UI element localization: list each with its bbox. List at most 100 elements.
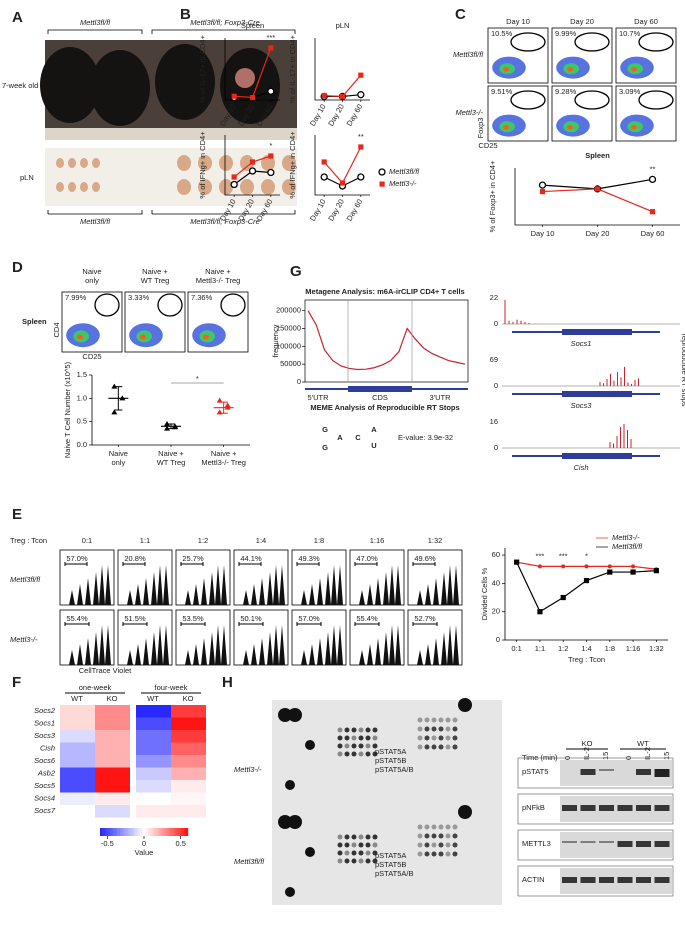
label: 1:16 <box>370 536 385 545</box>
heatmap-cell <box>171 780 206 793</box>
spot <box>285 780 295 790</box>
y-axis-label: Divided Cells % <box>480 567 489 620</box>
spot <box>351 735 357 741</box>
spot <box>438 851 444 857</box>
mouse <box>40 47 100 123</box>
spot <box>424 717 430 723</box>
lymph-node <box>240 155 254 171</box>
label: 15 <box>662 752 671 760</box>
label: Socs6 <box>34 756 56 765</box>
axis <box>314 38 370 101</box>
colorbar <box>170 828 173 836</box>
lymph-node <box>92 158 100 168</box>
panel-label: E <box>12 506 22 523</box>
spot <box>305 847 315 857</box>
spot <box>438 717 444 723</box>
heatmap-cell <box>171 730 206 743</box>
flow-density <box>631 67 637 72</box>
spot <box>424 726 430 732</box>
label: CellTrace Violet <box>79 666 132 675</box>
significance: * <box>196 374 199 383</box>
spot <box>445 726 451 732</box>
motif-letter: A <box>337 433 343 442</box>
label: Day 10 <box>506 17 530 26</box>
lymph-node <box>80 182 88 192</box>
spot <box>372 834 378 840</box>
colorbar <box>168 828 171 836</box>
label: CD4 <box>52 322 61 337</box>
colorbar <box>146 828 149 836</box>
spot <box>445 744 451 750</box>
label: 7.99% <box>65 293 87 302</box>
band <box>654 805 670 811</box>
blot-frame <box>517 757 674 789</box>
band <box>599 805 614 811</box>
label: Socs7 <box>34 806 56 815</box>
point <box>594 186 601 192</box>
label: one-week <box>79 683 112 692</box>
histogram <box>238 565 285 605</box>
label: WT Treg <box>141 276 170 285</box>
colorbar <box>161 828 164 836</box>
band <box>636 805 651 811</box>
lymph-node <box>240 179 254 195</box>
heatmap-cell <box>136 742 171 755</box>
spot <box>431 726 437 732</box>
colorbar <box>126 828 129 836</box>
spot <box>452 851 458 857</box>
y-axis-label: % of IL-17+ in CD4+ <box>288 34 297 103</box>
band <box>654 769 670 777</box>
spot <box>438 833 444 839</box>
spot <box>288 815 302 829</box>
spot <box>285 887 295 897</box>
flow-density <box>631 125 637 130</box>
significance: *** <box>536 551 545 560</box>
heatmap-cell <box>60 717 95 730</box>
significance: * <box>269 141 272 150</box>
label: 44.1% <box>240 554 262 563</box>
histogram <box>354 625 401 665</box>
lymph-node <box>177 179 191 195</box>
point <box>111 409 118 415</box>
gate <box>354 562 378 566</box>
spot <box>365 842 371 848</box>
spot <box>344 858 350 864</box>
panel-label: H <box>222 674 233 691</box>
flow-gate <box>510 90 546 110</box>
histogram <box>412 565 459 605</box>
band <box>636 877 651 883</box>
spot <box>344 842 350 848</box>
y-axis-label: frequency <box>271 324 280 357</box>
y-tick-label: 20 <box>492 607 500 616</box>
flow-gate <box>94 293 120 317</box>
colorbar <box>117 828 120 836</box>
x-tick-label: Day 10 <box>531 229 555 238</box>
gate <box>180 622 206 626</box>
array-membrane <box>272 700 502 905</box>
spot <box>424 851 430 857</box>
y-tick-label: 0 <box>496 635 500 644</box>
label: 25.7% <box>182 554 204 563</box>
panel-label: G <box>290 263 302 280</box>
spot <box>358 743 364 749</box>
panel-label: D <box>12 259 23 276</box>
spot <box>431 735 437 741</box>
point <box>653 568 659 574</box>
significance: ** <box>650 164 656 173</box>
histogram <box>64 625 111 665</box>
band <box>580 805 596 811</box>
lymph-node <box>198 155 212 171</box>
colorbar <box>124 828 127 836</box>
band <box>617 877 633 883</box>
significance: *** <box>266 33 275 42</box>
spot <box>438 726 444 732</box>
point <box>537 609 543 615</box>
plot-frame <box>304 299 469 383</box>
colorbar <box>133 828 136 836</box>
colorbar <box>128 828 131 836</box>
gate <box>412 622 438 626</box>
label: pLN <box>20 173 34 182</box>
label: 53.5% <box>182 614 204 623</box>
spot <box>337 842 343 848</box>
label: IL-2 <box>582 747 591 760</box>
